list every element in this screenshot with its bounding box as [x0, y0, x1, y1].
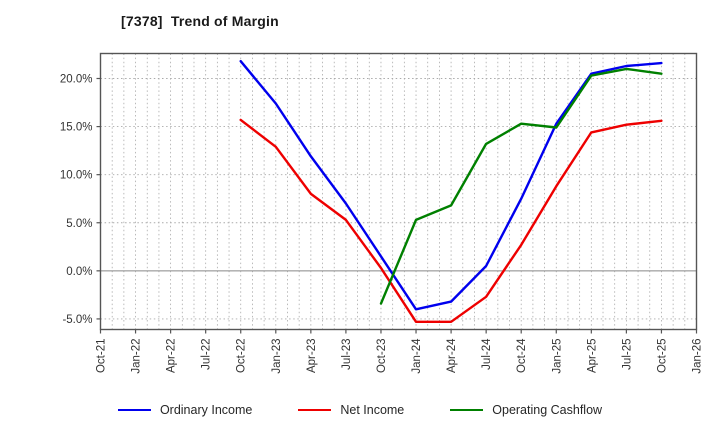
legend-label-operating-cashflow: Operating Cashflow	[492, 403, 603, 417]
x-tick-label: Oct-23	[376, 339, 388, 374]
legend-item-operating-cashflow: Operating Cashflow	[450, 403, 602, 417]
x-tick-label: Apr-24	[446, 338, 458, 373]
y-tick-label: -5.0%	[62, 314, 92, 326]
x-tick-label: Jan-22	[131, 339, 143, 374]
chart-legend: Ordinary Income Net Income Operating Cas…	[0, 403, 720, 417]
y-tick-label: 20.0%	[60, 74, 93, 86]
y-tick-label: 5.0%	[66, 218, 92, 230]
series-path-ordinary-income	[239, 60, 663, 311]
x-tick-label: Jul-25	[621, 339, 633, 370]
x-tick-label: Oct-22	[236, 339, 248, 374]
series-path-operating-cashflow	[379, 67, 663, 305]
x-gridlines	[111, 53, 686, 330]
margin-trend-chart: Oct-21 Jan-22 Apr-22 Jul-22 Oct-22 Jan-23 Apr-…	[60, 52, 704, 374]
x-tick-label: Jul-24	[481, 338, 493, 370]
series-path-net-income	[239, 118, 663, 323]
plot-border	[99, 52, 698, 331]
y-tick-label: 0.0%	[66, 266, 92, 278]
legend-label-ordinary-income: Ordinary Income	[159, 403, 253, 417]
y-tick-label: 15.0%	[60, 122, 93, 134]
legend-item-net-income: Net Income	[298, 403, 404, 417]
x-tick-label: Jul-22	[201, 339, 213, 370]
x-tick-label: Jan-26	[692, 339, 704, 374]
axis-ticks: Oct-21 Jan-22 Apr-22 Jul-22 Oct-22 Jan-23 Apr-…	[60, 74, 704, 374]
y-tick-label: 10.0%	[60, 170, 93, 182]
x-tick-label: Jan-23	[271, 339, 283, 374]
x-tick-label: Apr-23	[306, 339, 318, 374]
x-tick-label: Apr-22	[166, 339, 178, 374]
x-tick-label: Jan-24	[411, 338, 423, 374]
legend-line-net-income	[298, 409, 332, 411]
legend-line-ordinary-income	[117, 409, 151, 411]
legend-label-net-income: Net Income	[340, 403, 405, 417]
legend-line-operating-cashflow	[450, 409, 484, 411]
x-tick-label: Oct-25	[656, 339, 668, 374]
x-tick-label: Oct-24	[516, 338, 528, 373]
chart-title: [7378] Trend of Margin	[121, 13, 279, 29]
legend-item-ordinary-income: Ordinary Income	[117, 403, 253, 417]
x-tick-label: Jan-25	[551, 339, 563, 374]
x-tick-label: Apr-25	[586, 339, 598, 374]
x-tick-label: Oct-21	[96, 339, 108, 374]
x-tick-label: Jul-23	[341, 339, 353, 370]
y-gridlines	[100, 78, 697, 320]
